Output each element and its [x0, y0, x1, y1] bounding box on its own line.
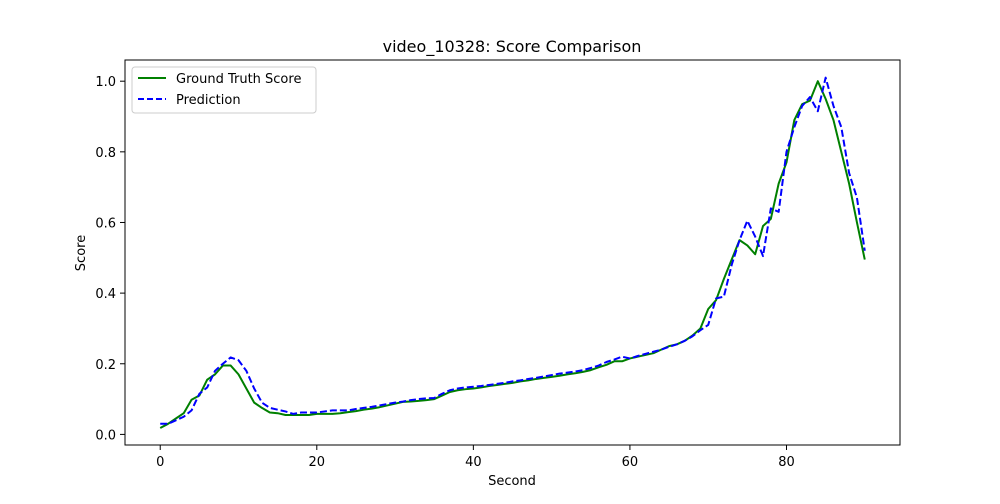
x-axis-ticks: 0 20 40 60 80 [156, 445, 795, 470]
series-lines-layer [159, 76, 866, 429]
legend-label-prediction: Prediction [176, 93, 241, 108]
y-tick-label: 0.6 [95, 216, 116, 231]
x-tick-label: 80 [778, 455, 795, 470]
legend-box [131, 66, 317, 114]
y-tick-label: 1.0 [95, 75, 116, 90]
y-axis-label: Score [74, 235, 89, 271]
plot-frame [124, 59, 901, 446]
y-axis-ticks: 0.0 0.2 0.4 0.6 0.8 1.0 [95, 75, 125, 443]
x-tick-label: 20 [309, 455, 326, 470]
y-tick-label: 0.8 [95, 146, 116, 161]
y-tick-label: 0.4 [95, 287, 116, 302]
x-tick-label: 0 [156, 455, 164, 470]
series-line-ground-truth-score [159, 80, 866, 429]
y-tick-label: 0.2 [95, 358, 116, 373]
chart-title: video_10328: Score Comparison [383, 37, 642, 57]
legend-label-ground-truth: Ground Truth Score [176, 72, 301, 87]
series-line-prediction [160, 76, 866, 425]
x-tick-label: 60 [622, 455, 639, 470]
y-tick-label: 0.0 [95, 428, 116, 443]
legend: Ground Truth Score Prediction [131, 66, 317, 114]
x-tick-label: 40 [465, 455, 482, 470]
x-axis-label: Second [488, 474, 536, 489]
